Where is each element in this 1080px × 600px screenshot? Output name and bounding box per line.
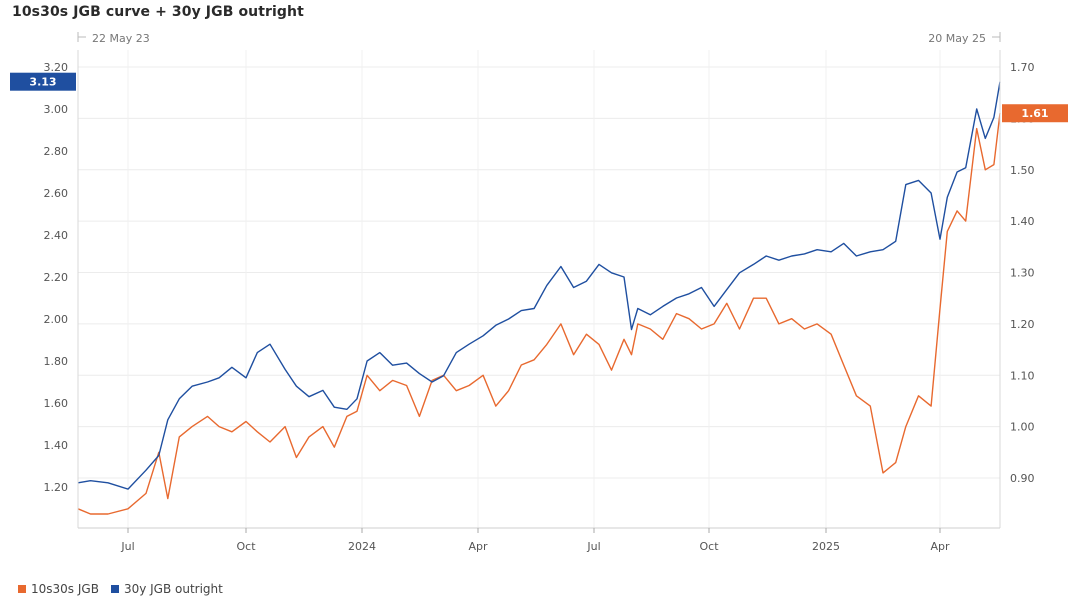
x-tick-label-1: Oct xyxy=(236,540,256,553)
axes: 1.20 1.40 1.60 1.80 2.00 2.20 2.40 2.60 2.80 3.00… xyxy=(44,32,1035,553)
last-value-tag-30y xyxy=(10,72,76,91)
y-left-tick-label-3: 1.80 xyxy=(44,355,69,368)
y-right-tick-label-6: 1.50 xyxy=(1010,164,1035,177)
y-left-tick-label-4: 2.00 xyxy=(44,313,69,326)
x-tick-label-0: Jul xyxy=(120,540,134,553)
x-tick-label-7: Apr xyxy=(930,540,950,553)
y-right-tick-label-2: 1.10 xyxy=(1010,369,1035,382)
y-right-tick-label-4: 1.30 xyxy=(1010,267,1035,280)
y-left-tick-label-0: 1.20 xyxy=(44,481,69,494)
y-right-tick-label-3: 1.20 xyxy=(1010,318,1035,331)
series-line-10s30s xyxy=(77,113,1001,515)
legend-label-orange: 10s30s JGB xyxy=(31,582,99,596)
y-left-tick-label-10: 3.20 xyxy=(44,61,69,74)
y-right-tick-label-8: 1.70 xyxy=(1010,61,1035,74)
x-tick-label-2: 2024 xyxy=(348,540,376,553)
x-tick-label-3: Apr xyxy=(468,540,488,553)
y-left-tick-label-2: 1.60 xyxy=(44,397,69,410)
gridlines xyxy=(78,50,1000,528)
last-value-text-10s30s: 1.61 xyxy=(1021,107,1048,120)
chart-title: 10s30s JGB curve + 30y JGB outright xyxy=(12,4,304,20)
y-left-tick-label-7: 2.60 xyxy=(44,187,69,200)
legend-item-orange[interactable]: 10s30s JGB xyxy=(18,582,99,596)
series-line-30y xyxy=(77,81,1001,490)
y-left-tick-label-1: 1.40 xyxy=(44,439,69,452)
y-left-tick-label-8: 2.80 xyxy=(44,145,69,158)
y-left-tick-label-5: 2.20 xyxy=(44,271,69,284)
legend: 10s30s JGB 30y JGB outright xyxy=(18,582,223,596)
y-left-tick-label-9: 3.00 xyxy=(44,103,69,116)
series-lines xyxy=(77,81,1001,515)
x-tick-label-5: Oct xyxy=(699,540,719,553)
range-end-label: 20 May 25 xyxy=(928,32,986,45)
y-right-tick-label-1: 1.00 xyxy=(1010,421,1035,434)
legend-swatch-orange xyxy=(18,585,26,593)
legend-swatch-blue xyxy=(110,585,119,593)
value-labels: 3.13 1.61 xyxy=(10,72,1068,123)
y-right-tick-label-0: 0.90 xyxy=(1010,472,1035,485)
range-start-label: 22 May 23 xyxy=(92,32,150,45)
legend-item-blue[interactable]: 30y JGB outright xyxy=(110,582,223,596)
last-value-text-30y: 3.13 xyxy=(29,76,56,89)
y-right-tick-label-5: 1.40 xyxy=(1010,215,1035,228)
last-value-tag-10s30s xyxy=(1002,104,1068,123)
legend-label-blue: 30y JGB outright xyxy=(123,582,223,596)
y-left-tick-label-6: 2.40 xyxy=(44,229,69,242)
x-tick-label-4: Jul xyxy=(586,540,600,553)
x-tick-label-6: 2025 xyxy=(812,540,840,553)
